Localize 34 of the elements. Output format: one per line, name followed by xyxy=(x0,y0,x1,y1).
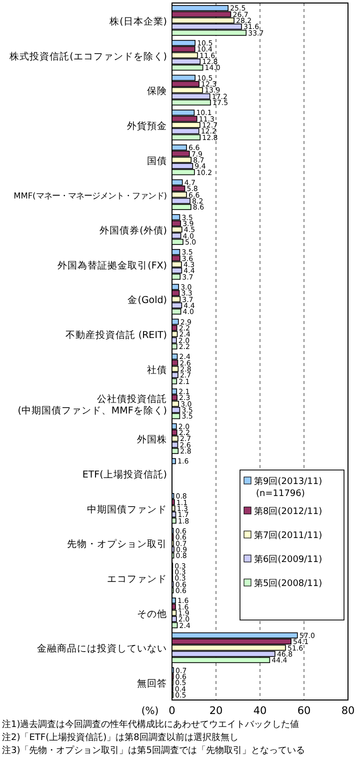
x-tick-label: 60 xyxy=(297,705,311,717)
x-tick-label: 0 xyxy=(168,705,176,717)
y-tick-label: 外貨預金 xyxy=(127,120,167,132)
y-tick-label: 外国株 xyxy=(137,434,167,446)
y-tick-label: 国債 xyxy=(147,154,167,167)
y-tick-label: エコファンド xyxy=(107,574,167,586)
y-tick-label: ETF(上場投資信託) xyxy=(82,468,167,480)
y-tick-label: 株式投資信託(エコファンドを除く) xyxy=(8,50,167,62)
y-tick-label: 公社債投資信託 (中期国債ファンド、MMFを除く) xyxy=(18,392,167,417)
legend-label: 第7回(2011/11) xyxy=(254,530,322,541)
y-tick-label: 金(Gold) xyxy=(128,294,167,306)
x-axis-title: (%) xyxy=(141,706,159,717)
legend-label: 第5回(2008/11) xyxy=(254,578,322,589)
legend-label: 第9回(2013/11) (n=11796) xyxy=(254,476,322,499)
x-tick-label: 80 xyxy=(341,705,355,717)
y-tick-label: 中期国債ファンド xyxy=(87,503,167,516)
y-tick-label: 金融商品には投資していない xyxy=(37,642,167,655)
y-tick-label: MMF(マネー・マネージメント・ファンド) xyxy=(14,190,167,201)
text: 注3)「先物・オプション取引」は第5回調査では「先物取引」となっている xyxy=(2,745,305,756)
y-tick-label: 外国債券(外債) xyxy=(100,224,167,237)
y-tick-label: 保険 xyxy=(147,86,167,98)
y-tick-label: 外国為替証拠金取引(FX) xyxy=(58,259,167,272)
y-tick-label: 株(日本企業) xyxy=(108,15,167,28)
y-tick-label: 不動産投資信託 (REIT) xyxy=(65,329,167,342)
y-tick-label: 無回答 xyxy=(137,678,167,690)
x-tick-label: 40 xyxy=(253,705,267,717)
y-tick-label: 先物・オプション取引 xyxy=(67,538,167,550)
text: 注2)「ETF(上場投資信託)」は第8回調査以前は選択肢無し xyxy=(2,732,238,743)
legend-label: 第8回(2012/11) xyxy=(254,506,322,517)
y-tick-label: その他 xyxy=(137,608,167,620)
legend-label: 第6回(2009/11) xyxy=(254,554,322,565)
text: 注1)過去調査は今回調査の性年代構成比にあわせてウエイトバックした値 xyxy=(2,719,300,730)
y-tick-label: 社債 xyxy=(147,364,167,376)
x-tick-label: 20 xyxy=(209,705,223,717)
